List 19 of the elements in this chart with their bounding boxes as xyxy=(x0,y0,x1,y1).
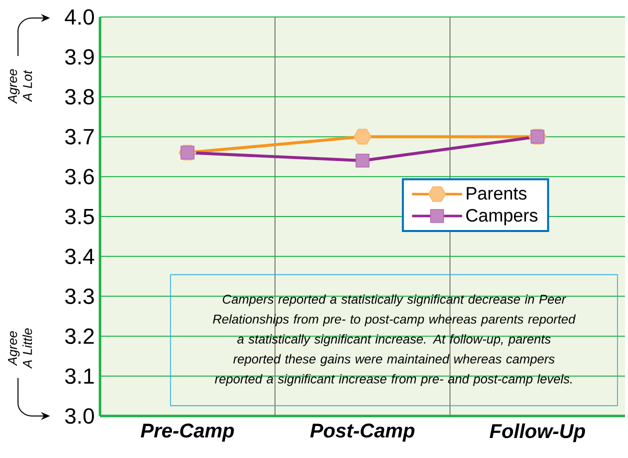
y-tick-label: 3.6 xyxy=(65,168,94,184)
legend-label: Parents xyxy=(466,187,527,200)
y-tick-label: 3.7 xyxy=(65,128,94,144)
x-tick-label: Pre-Camp xyxy=(140,424,234,442)
text: Agree A Little xyxy=(8,328,32,369)
x-tick-label: Post-Camp xyxy=(310,424,414,442)
y-tick-label: 3.3 xyxy=(65,288,94,304)
y-tick-label: 3.8 xyxy=(65,89,94,105)
y-tick-label: 3.9 xyxy=(65,49,94,65)
legend-label: Campers xyxy=(466,208,538,226)
y-tick-label: 3.0 xyxy=(65,408,94,424)
y-tick-label: 4.0 xyxy=(64,9,94,25)
annotation: Campers reported a statistically significant decrease in Peer Relationships from pre- to post-camp whereas parents reported a statistically significant increase. At follow-up, parents reported these gains were maintained whereas campers reported a significant increase from pre- and post-camp levels. xyxy=(212,294,576,386)
y-tick-label: 3.5 xyxy=(65,208,94,224)
y-tick-label: 3.1 xyxy=(65,368,94,384)
x-tick-label: Follow-Up xyxy=(490,424,586,442)
y-tick-label: 3.2 xyxy=(65,328,94,344)
y-tick-label: 3.4 xyxy=(65,248,94,264)
text: Agree A Lot xyxy=(8,69,32,104)
